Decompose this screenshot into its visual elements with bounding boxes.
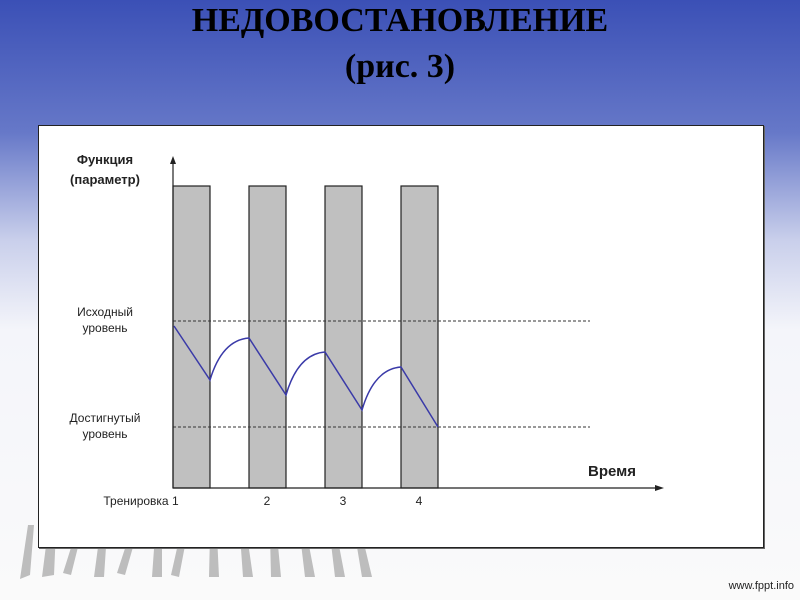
- reached-level-label-2: уровень: [82, 427, 127, 441]
- slide-subtitle: (рис. 3): [344, 48, 456, 85]
- function-curve: [173, 325, 439, 428]
- training-bar-4: [400, 185, 439, 489]
- y-axis-label: Функция: [77, 152, 133, 167]
- y-axis-label-2: (параметр): [70, 172, 140, 187]
- training-label-1: Тренировка 1: [103, 494, 179, 508]
- y-axis-arrow-icon: [170, 156, 176, 164]
- x-axis-label: Время: [588, 463, 636, 480]
- x-axis-arrow-icon: [655, 485, 664, 491]
- training-label-4: 4: [416, 494, 423, 508]
- slide-title: НЕДОВОСТАНОВЛЕНИЕ: [191, 2, 609, 39]
- footer-url: www.fppt.info: [728, 580, 794, 592]
- initial-level-label-2: уровень: [82, 321, 127, 335]
- training-bar-3: [324, 185, 363, 489]
- training-label-2: 2: [264, 494, 271, 508]
- training-bar-1: [172, 185, 211, 489]
- reached-level-label: Достигнутый: [70, 411, 141, 425]
- initial-level-label: Исходный: [77, 305, 133, 319]
- training-bar-2: [248, 185, 287, 489]
- training-label-3: 3: [340, 494, 347, 508]
